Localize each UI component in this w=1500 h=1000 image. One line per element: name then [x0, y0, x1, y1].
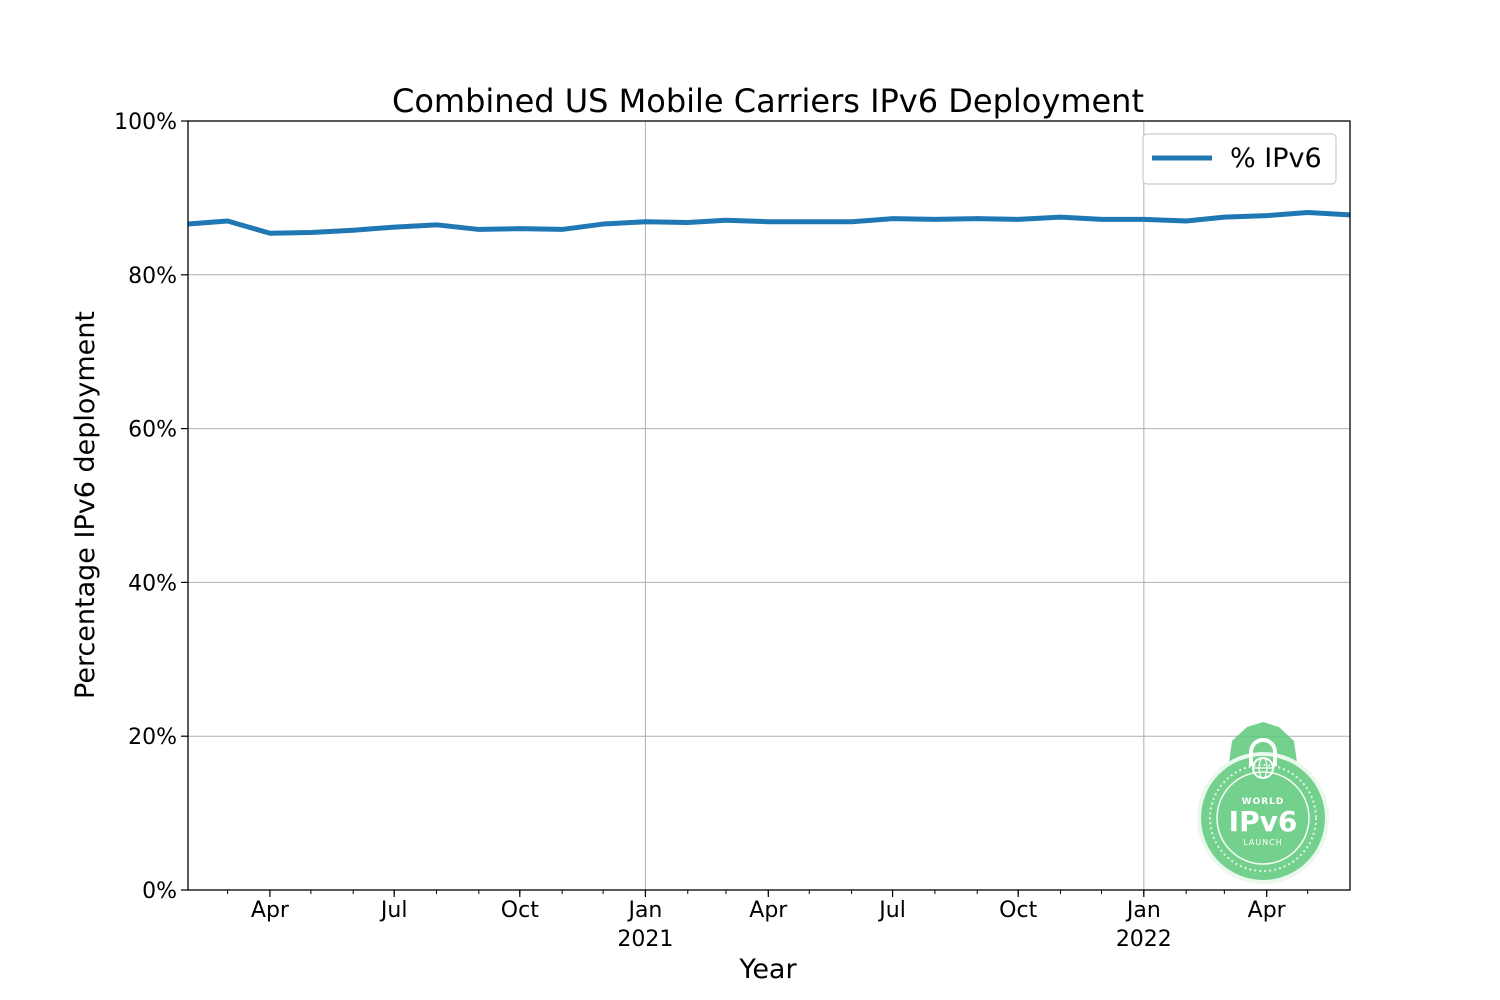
x-tick-label: Apr: [1248, 898, 1287, 923]
y-tick-label: 20%: [128, 725, 177, 750]
logo-inner-disc: [1216, 771, 1310, 865]
y-tick-label: 60%: [128, 418, 177, 443]
logo-dotted-ring: [1209, 764, 1317, 872]
x-tick-label: Oct: [501, 898, 539, 923]
y-tick-label: 80%: [128, 264, 177, 289]
legend-label: % IPv6: [1230, 143, 1322, 174]
logo-ipv6-text: IPv6: [1229, 805, 1298, 838]
gridlines: [188, 121, 1350, 890]
y-tick-label: 40%: [128, 571, 177, 596]
series-layer: [187, 210, 1351, 236]
plot-frame: [187, 120, 1351, 891]
x-tick-label: Jul: [379, 898, 408, 923]
x-tick-label: Apr: [749, 898, 788, 923]
x-tick-label: Jan: [1125, 898, 1161, 923]
lock-shackle-icon: [1249, 738, 1277, 766]
x-tick-label: Apr: [251, 898, 290, 923]
legend-box: [1142, 133, 1337, 185]
x-tick-label: Jul: [877, 898, 906, 923]
series-line-ipv6: [187, 210, 1351, 236]
legend: % IPv6: [1142, 133, 1337, 185]
x-tick-label: Jan: [626, 898, 662, 923]
x-tick-label: Oct: [999, 898, 1037, 923]
x-tick-year-label: 2021: [617, 927, 673, 952]
globe-meridian-line: [1258, 757, 1268, 779]
x-axis-label: Year: [738, 954, 797, 985]
x-tick-year-label: 2022: [1116, 927, 1172, 952]
chart-title: Combined US Mobile Carriers IPv6 Deploym…: [392, 82, 1144, 120]
y-tick-label: 100%: [114, 110, 177, 135]
y-axis-label: Percentage IPv6 deployment: [70, 311, 101, 699]
y-tick-label: 0%: [142, 879, 177, 904]
axis-ticks: 0% 20% 40% 60% 80% 100% Apr Jul Oct Jan 2021 Apr Jul…: [114, 110, 1309, 952]
logo-world-text: WORLD: [1242, 797, 1285, 807]
logo-launch-text: LAUNCH: [1243, 838, 1283, 847]
